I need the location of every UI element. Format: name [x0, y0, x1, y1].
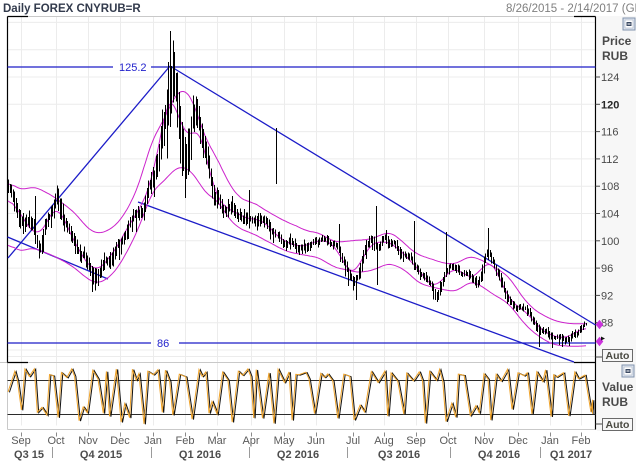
svg-text:Jun: Jun — [307, 435, 325, 447]
svg-text:92: 92 — [601, 290, 613, 302]
svg-text:Nov: Nov — [474, 435, 494, 447]
svg-text:Q1 2016: Q1 2016 — [179, 449, 221, 461]
svg-text:May: May — [274, 435, 295, 447]
svg-text:Oct: Oct — [439, 435, 456, 447]
svg-text:RUB: RUB — [602, 395, 628, 409]
svg-text:Q1 2017: Q1 2017 — [550, 449, 592, 461]
svg-text:Q4 2015: Q4 2015 — [80, 449, 122, 461]
svg-text:Price: Price — [602, 34, 632, 48]
svg-text:Aug: Aug — [374, 435, 394, 447]
svg-text:Dec: Dec — [508, 435, 528, 447]
svg-text:Q3 15: Q3 15 — [14, 449, 44, 461]
svg-text:Feb: Feb — [572, 435, 591, 447]
svg-text:120: 120 — [601, 99, 619, 111]
svg-text:Sep: Sep — [406, 435, 426, 447]
svg-text:124: 124 — [601, 72, 619, 84]
svg-text:96: 96 — [601, 263, 613, 275]
svg-text:100: 100 — [601, 236, 619, 248]
svg-text:Dec: Dec — [110, 435, 130, 447]
svg-text:Jul: Jul — [346, 435, 360, 447]
svg-text:Jan: Jan — [144, 435, 162, 447]
svg-text:112: 112 — [601, 154, 619, 166]
svg-text:Sep: Sep — [11, 435, 31, 447]
svg-text:Feb: Feb — [176, 435, 195, 447]
svg-text:Mar: Mar — [208, 435, 227, 447]
svg-text:125.2: 125.2 — [119, 62, 147, 74]
svg-text:Q4 2016: Q4 2016 — [478, 449, 520, 461]
svg-text:Q2 2016: Q2 2016 — [277, 449, 319, 461]
svg-text:Q3 2016: Q3 2016 — [378, 449, 420, 461]
svg-text:116: 116 — [601, 127, 619, 139]
svg-text:RUB: RUB — [602, 49, 628, 63]
svg-text:Value: Value — [602, 380, 634, 394]
svg-text:88: 88 — [601, 318, 613, 330]
svg-text:Oct: Oct — [47, 435, 64, 447]
svg-text:Daily FOREX CNYRUB=R: Daily FOREX CNYRUB=R — [3, 3, 141, 15]
svg-text:104: 104 — [601, 209, 619, 221]
svg-text:Nov: Nov — [78, 435, 98, 447]
svg-text:Jan: Jan — [541, 435, 559, 447]
svg-text:Apr: Apr — [242, 435, 259, 447]
svg-text:8/26/2015 - 2/14/2017 (GMT): 8/26/2015 - 2/14/2017 (GMT) — [506, 3, 636, 15]
svg-text:Auto: Auto — [606, 350, 630, 362]
svg-text:108: 108 — [601, 181, 619, 193]
svg-text:86: 86 — [157, 338, 169, 350]
svg-text:Auto: Auto — [606, 419, 630, 431]
